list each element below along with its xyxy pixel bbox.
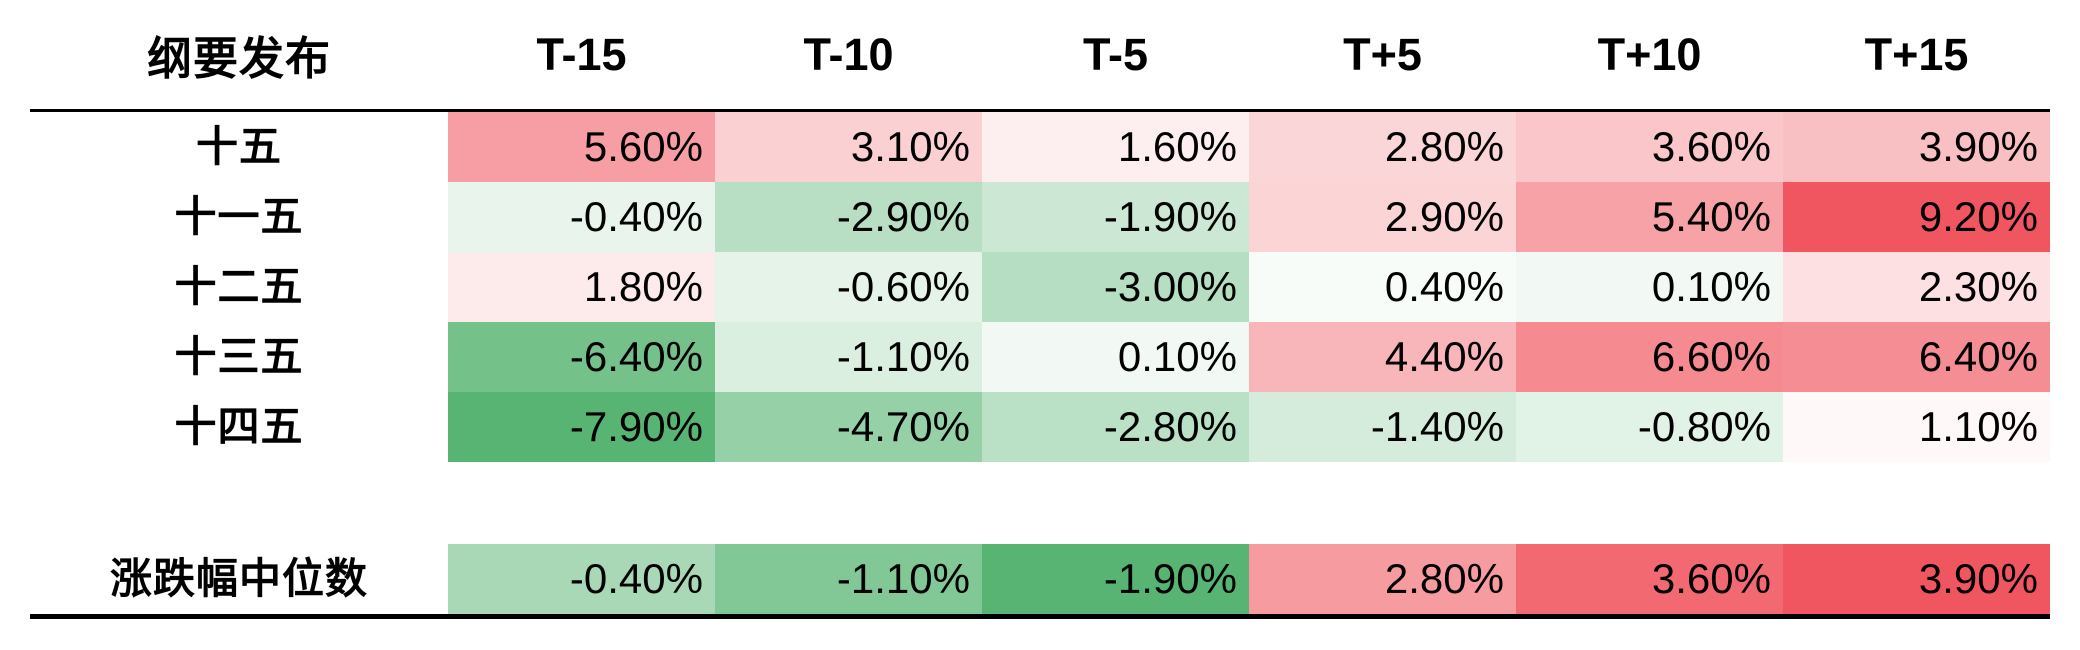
summary-cell: -0.40% (448, 544, 715, 614)
table-row: 十五 5.60% 3.10% 1.60% 2.80% 3.60% 3.90% (30, 112, 2050, 182)
summary-row: 涨跌幅中位数 -0.40% -1.10% -1.90% 2.80% 3.60% 3.90% (30, 544, 2050, 614)
bottom-divider (30, 614, 2050, 619)
heatmap-cell: -6.40% (448, 322, 715, 392)
heatmap-cell: -1.90% (982, 182, 1249, 252)
summary-cell: 3.60% (1516, 544, 1783, 614)
heatmap-cell: 3.60% (1516, 112, 1783, 182)
heatmap-cell: 0.40% (1249, 252, 1516, 322)
column-header: T-10 (803, 28, 894, 80)
heatmap-cell: 0.10% (1516, 252, 1783, 322)
rows-container: 十五 5.60% 3.10% 1.60% 2.80% 3.60% 3.90% 十一五 -0.40… (30, 112, 2050, 462)
heatmap-cell: -4.70% (715, 392, 982, 462)
summary-cell: -1.10% (715, 544, 982, 614)
column-header: T-5 (1082, 28, 1149, 80)
column-header: T-15 (536, 28, 627, 80)
heatmap-cell: 3.10% (715, 112, 982, 182)
corner-label: 纲要发布 (146, 33, 331, 84)
heatmap-cell: -0.80% (1516, 392, 1783, 462)
column-header: T+10 (1597, 28, 1702, 80)
heatmap-cell: 3.90% (1783, 112, 2050, 182)
heatmap-table: 纲要发布 T-15 T-10 T-5 T+5 T+10 T+15 十五 5.60% 3.10%… (30, 0, 2050, 619)
heatmap-cell: 5.40% (1516, 182, 1783, 252)
table-row: 十二五 1.80% -0.60% -3.00% 0.40% 0.10% 2.30% (30, 252, 2050, 322)
spacer (30, 462, 2050, 544)
heatmap-cell: 5.60% (448, 112, 715, 182)
heatmap-cell: -1.40% (1249, 392, 1516, 462)
table-row: 十三五 -6.40% -1.10% 0.10% 4.40% 6.60% 6.40% (30, 322, 2050, 392)
column-header: T+5 (1343, 28, 1422, 80)
row-label: 十一五 (174, 193, 304, 240)
table-row: 十一五 -0.40% -2.90% -1.90% 2.90% 5.40% 9.20% (30, 182, 2050, 252)
heatmap-cell: 0.10% (982, 322, 1249, 392)
heatmap-cell: -7.90% (448, 392, 715, 462)
heatmap-cell: 1.10% (1783, 392, 2050, 462)
summary-cell: 3.90% (1783, 544, 2050, 614)
heatmap-cell: 2.80% (1249, 112, 1516, 182)
heatmap-cell: 9.20% (1783, 182, 2050, 252)
heatmap-cell: 2.30% (1783, 252, 2050, 322)
heatmap-cell: 1.80% (448, 252, 715, 322)
heatmap-cell: -2.80% (982, 392, 1249, 462)
row-label: 十五 (195, 123, 282, 170)
column-header: T+15 (1864, 28, 1969, 80)
heatmap-cell: -3.00% (982, 252, 1249, 322)
heatmap-cell: 6.60% (1516, 322, 1783, 392)
heatmap-cell: 4.40% (1249, 322, 1516, 392)
heatmap-cell: -0.40% (448, 182, 715, 252)
heatmap-cell: -1.10% (715, 322, 982, 392)
header-row: 纲要发布 T-15 T-10 T-5 T+5 T+10 T+15 (30, 0, 2050, 109)
summary-cell: 2.80% (1249, 544, 1516, 614)
table-row: 十四五 -7.90% -4.70% -2.80% -1.40% -0.80% 1.10% (30, 392, 2050, 462)
heatmap-cell: 2.90% (1249, 182, 1516, 252)
heatmap-cell: -2.90% (715, 182, 982, 252)
heatmap-cell: -0.60% (715, 252, 982, 322)
heatmap-cell: 1.60% (982, 112, 1249, 182)
summary-label: 涨跌幅中位数 (109, 555, 368, 602)
heatmap-cell: 6.40% (1783, 322, 2050, 392)
row-label: 十二五 (174, 263, 304, 310)
row-label: 十三五 (174, 333, 304, 380)
header-divider (30, 109, 2050, 112)
summary-cell: -1.90% (982, 544, 1249, 614)
row-label: 十四五 (174, 403, 304, 450)
